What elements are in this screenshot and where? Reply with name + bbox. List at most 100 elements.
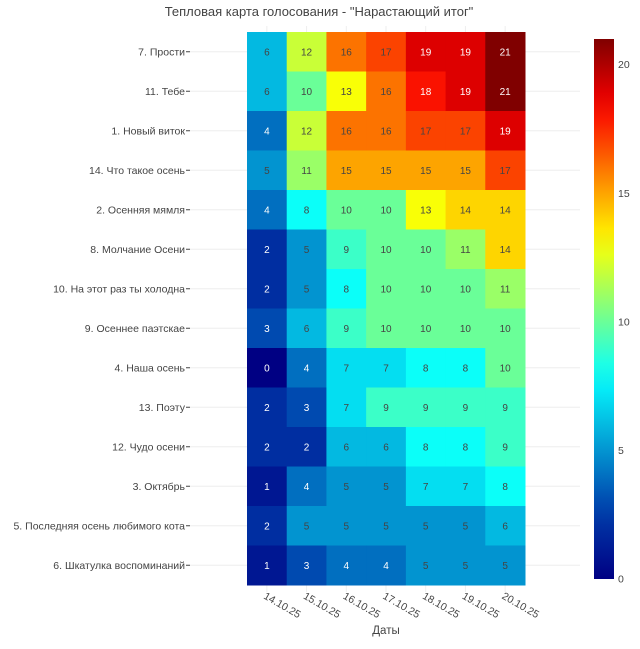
heatmap-cell[interactable] xyxy=(286,190,327,230)
heatmap-cell[interactable] xyxy=(366,32,407,72)
heatmap-cell[interactable] xyxy=(286,229,327,270)
heatmap-cell[interactable] xyxy=(366,545,407,586)
heatmap-cell[interactable] xyxy=(405,506,447,546)
heatmap-cell[interactable] xyxy=(366,427,407,467)
heatmap-cell[interactable] xyxy=(247,150,288,191)
heatmap-cell[interactable] xyxy=(286,466,327,507)
heatmap-cell[interactable] xyxy=(405,111,447,151)
cell-value-label: 5 xyxy=(423,561,429,572)
heatmap-cell[interactable] xyxy=(445,545,486,586)
heatmap-cell[interactable] xyxy=(247,32,288,72)
heatmap-cell[interactable] xyxy=(286,71,327,112)
heatmap-cell[interactable] xyxy=(405,545,447,586)
heatmap-cell[interactable] xyxy=(366,269,407,309)
heatmap-cell[interactable] xyxy=(286,150,327,191)
heatmap-cell[interactable] xyxy=(445,190,486,230)
heatmap-cell[interactable] xyxy=(326,111,367,151)
heatmap-cell[interactable] xyxy=(326,71,367,112)
heatmap-cell[interactable] xyxy=(366,71,407,112)
heatmap-cell[interactable] xyxy=(405,190,447,230)
heatmap-cell[interactable] xyxy=(326,150,367,191)
heatmap-cell[interactable] xyxy=(326,32,367,72)
heatmap-cell[interactable] xyxy=(326,190,367,230)
heatmap-cell[interactable] xyxy=(326,387,367,428)
heatmap-cell[interactable] xyxy=(247,269,288,309)
heatmap-cell[interactable] xyxy=(366,308,407,349)
heatmap-cell[interactable] xyxy=(247,71,288,112)
heatmap-cell[interactable] xyxy=(366,150,407,191)
heatmap-cell[interactable] xyxy=(405,466,447,507)
heatmap-cell[interactable] xyxy=(485,348,526,388)
heatmap-cell[interactable] xyxy=(247,427,288,467)
heatmap-cell[interactable] xyxy=(366,111,407,151)
heatmap-cell[interactable] xyxy=(286,269,327,309)
heatmap-cell[interactable] xyxy=(247,348,288,388)
heatmap-cell[interactable] xyxy=(445,466,486,507)
heatmap-cell[interactable] xyxy=(485,71,526,112)
heatmap-cell[interactable] xyxy=(326,308,367,349)
heatmap-cell[interactable] xyxy=(326,229,367,270)
heatmap-cell[interactable] xyxy=(445,427,486,467)
heatmap-cell[interactable] xyxy=(445,111,486,151)
heatmap-cell[interactable] xyxy=(405,308,447,349)
heatmap-cell[interactable] xyxy=(286,308,327,349)
heatmap-cell[interactable] xyxy=(405,269,447,309)
heatmap-cell[interactable] xyxy=(445,150,486,191)
heatmap-cell[interactable] xyxy=(445,269,486,309)
heatmap-cell[interactable] xyxy=(247,466,288,507)
heatmap-cell[interactable] xyxy=(286,111,327,151)
heatmap-cell[interactable] xyxy=(247,190,288,230)
heatmap-cell[interactable] xyxy=(366,229,407,270)
heatmap-cell[interactable] xyxy=(485,506,526,546)
heatmap-cell[interactable] xyxy=(445,506,486,546)
heatmap-cell[interactable] xyxy=(485,466,526,507)
heatmap-cell[interactable] xyxy=(247,308,288,349)
heatmap-cell[interactable] xyxy=(247,545,288,586)
heatmap-cell[interactable] xyxy=(485,150,526,191)
heatmap-cell[interactable] xyxy=(485,308,526,349)
cell-value-label: 16 xyxy=(380,126,392,137)
heatmap-cell[interactable] xyxy=(405,229,447,270)
heatmap-cell[interactable] xyxy=(247,506,288,546)
heatmap-cell[interactable] xyxy=(445,308,486,349)
heatmap-cell[interactable] xyxy=(366,506,407,546)
heatmap-cell[interactable] xyxy=(485,190,526,230)
heatmap-cell[interactable] xyxy=(445,71,486,112)
heatmap-cell[interactable] xyxy=(405,71,447,112)
heatmap-cell[interactable] xyxy=(286,387,327,428)
heatmap-cell[interactable] xyxy=(326,466,367,507)
heatmap-cell[interactable] xyxy=(366,466,407,507)
heatmap-cell[interactable] xyxy=(485,545,526,586)
heatmap-cell[interactable] xyxy=(405,32,447,72)
heatmap-cell[interactable] xyxy=(286,545,327,586)
heatmap-cell[interactable] xyxy=(405,348,447,388)
heatmap-cell[interactable] xyxy=(286,506,327,546)
heatmap-cell[interactable] xyxy=(247,111,288,151)
heatmap-cell[interactable] xyxy=(445,348,486,388)
heatmap-cell[interactable] xyxy=(326,545,367,586)
heatmap-cell[interactable] xyxy=(366,190,407,230)
heatmap-cell[interactable] xyxy=(485,269,526,309)
heatmap-cell[interactable] xyxy=(326,506,367,546)
heatmap-cell[interactable] xyxy=(286,427,327,467)
heatmap-cell[interactable] xyxy=(326,348,367,388)
heatmap-cell[interactable] xyxy=(326,269,367,309)
heatmap-cell[interactable] xyxy=(445,387,486,428)
heatmap-cell[interactable] xyxy=(485,229,526,270)
heatmap-cell[interactable] xyxy=(366,348,407,388)
heatmap-cell[interactable] xyxy=(286,348,327,388)
heatmap-cell[interactable] xyxy=(405,387,447,428)
heatmap-cell[interactable] xyxy=(326,427,367,467)
heatmap-cell[interactable] xyxy=(247,387,288,428)
heatmap-cell[interactable] xyxy=(445,32,486,72)
heatmap-cell[interactable] xyxy=(247,229,288,270)
heatmap-cell[interactable] xyxy=(485,111,526,151)
heatmap-cell[interactable] xyxy=(445,229,486,270)
heatmap-cell[interactable] xyxy=(485,387,526,428)
heatmap-cell[interactable] xyxy=(366,387,407,428)
heatmap-cell[interactable] xyxy=(405,427,447,467)
heatmap-cell[interactable] xyxy=(485,427,526,467)
heatmap-cell[interactable] xyxy=(485,32,526,72)
heatmap-cell[interactable] xyxy=(286,32,327,72)
heatmap-cell[interactable] xyxy=(405,150,447,191)
